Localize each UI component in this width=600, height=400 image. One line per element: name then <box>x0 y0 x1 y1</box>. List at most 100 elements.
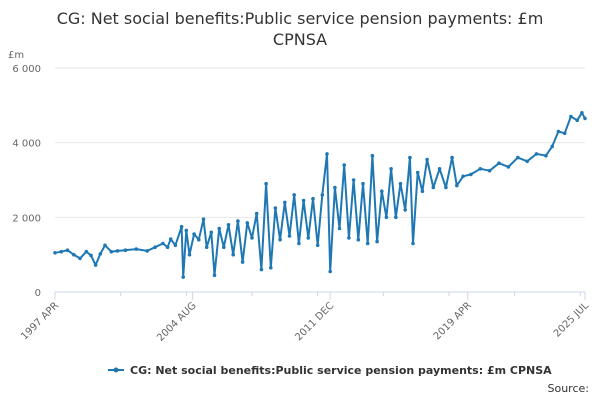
legend[interactable]: CG: Net social benefits:Public service p… <box>108 364 552 377</box>
data-point[interactable] <box>165 245 170 249</box>
data-point[interactable] <box>516 155 520 160</box>
data-point[interactable] <box>217 226 221 231</box>
data-point[interactable] <box>375 239 379 244</box>
data-point[interactable] <box>569 114 573 119</box>
data-point[interactable] <box>425 157 429 162</box>
data-point[interactable] <box>437 167 442 171</box>
data-point[interactable] <box>254 211 259 216</box>
data-point[interactable] <box>487 168 492 173</box>
data-point[interactable] <box>297 241 301 246</box>
data-point[interactable] <box>103 243 107 248</box>
data-point[interactable] <box>250 236 254 240</box>
data-point[interactable] <box>342 163 347 167</box>
data-point[interactable] <box>222 245 226 249</box>
data-point[interactable] <box>181 275 185 279</box>
data-point[interactable] <box>497 161 501 165</box>
data-point[interactable] <box>231 252 235 257</box>
data-point[interactable] <box>98 252 103 256</box>
data-point[interactable] <box>209 230 214 235</box>
data-point[interactable] <box>389 167 393 171</box>
data-point[interactable] <box>356 237 361 242</box>
data-point[interactable] <box>273 206 278 210</box>
data-point[interactable] <box>544 153 548 158</box>
data-point[interactable] <box>179 224 184 229</box>
data-point[interactable] <box>361 181 365 186</box>
data-point[interactable] <box>365 241 370 246</box>
data-point[interactable] <box>197 237 201 242</box>
data-point[interactable] <box>444 185 448 190</box>
data-point[interactable] <box>109 249 114 254</box>
data-point[interactable] <box>328 269 333 274</box>
data-point[interactable] <box>283 200 287 205</box>
data-point[interactable] <box>240 260 245 264</box>
data-point[interactable] <box>347 236 351 240</box>
data-point[interactable] <box>415 170 420 175</box>
data-point[interactable] <box>201 217 206 221</box>
data-point[interactable] <box>168 237 173 241</box>
data-point[interactable] <box>53 251 57 255</box>
data-point[interactable] <box>115 249 120 253</box>
data-point[interactable] <box>84 249 89 254</box>
data-point[interactable] <box>506 165 511 169</box>
data-point[interactable] <box>351 178 356 182</box>
data-point[interactable] <box>245 221 250 225</box>
data-point[interactable] <box>580 111 584 115</box>
data-point[interactable] <box>173 243 178 248</box>
data-point[interactable] <box>384 215 389 220</box>
data-point[interactable] <box>78 256 82 261</box>
data-point[interactable] <box>93 263 98 267</box>
data-point[interactable] <box>380 189 384 193</box>
data-point[interactable] <box>161 241 165 246</box>
data-point[interactable] <box>337 226 342 231</box>
data-point[interactable] <box>461 174 465 179</box>
data-point[interactable] <box>333 185 337 190</box>
data-point[interactable] <box>398 181 403 186</box>
data-point[interactable] <box>65 248 70 252</box>
data-point[interactable] <box>145 249 149 253</box>
data-point[interactable] <box>370 153 375 158</box>
data-point[interactable] <box>264 181 268 186</box>
data-point[interactable] <box>72 252 76 257</box>
data-point[interactable] <box>315 243 320 248</box>
data-point[interactable] <box>204 245 209 249</box>
data-point[interactable] <box>525 159 529 164</box>
data-point[interactable] <box>184 228 189 233</box>
data-point[interactable] <box>403 208 408 212</box>
data-point[interactable] <box>59 249 64 254</box>
data-point[interactable] <box>394 215 398 220</box>
data-point[interactable] <box>320 193 325 197</box>
data-point[interactable] <box>478 167 483 171</box>
data-point[interactable] <box>278 237 282 242</box>
data-point[interactable] <box>89 253 93 258</box>
data-point[interactable] <box>153 245 157 249</box>
data-point[interactable] <box>212 273 217 278</box>
data-point[interactable] <box>575 118 579 123</box>
data-point[interactable] <box>287 234 292 238</box>
data-point[interactable] <box>325 152 329 156</box>
data-point[interactable] <box>556 129 561 134</box>
data-point[interactable] <box>311 196 315 201</box>
data-point[interactable] <box>420 189 425 193</box>
data-point[interactable] <box>583 116 587 121</box>
data-point[interactable] <box>550 144 554 149</box>
data-point[interactable] <box>187 252 192 257</box>
data-point[interactable] <box>306 236 311 240</box>
data-point[interactable] <box>236 219 240 223</box>
data-point[interactable] <box>292 193 297 197</box>
chart-title-line-1: CG: Net social benefits:Public service p… <box>57 9 544 28</box>
data-point[interactable] <box>450 155 454 160</box>
data-point[interactable] <box>259 267 264 272</box>
data-point[interactable] <box>269 265 273 270</box>
data-point[interactable] <box>123 248 128 252</box>
data-point[interactable] <box>431 185 436 190</box>
data-point[interactable] <box>301 198 306 203</box>
data-point[interactable] <box>226 223 231 227</box>
data-point[interactable] <box>534 152 539 156</box>
data-point[interactable] <box>408 155 412 160</box>
data-point[interactable] <box>411 241 415 246</box>
data-point[interactable] <box>562 131 567 136</box>
data-point[interactable] <box>469 172 473 177</box>
data-point[interactable] <box>134 247 139 251</box>
data-point[interactable] <box>192 232 196 236</box>
data-point[interactable] <box>455 183 459 188</box>
